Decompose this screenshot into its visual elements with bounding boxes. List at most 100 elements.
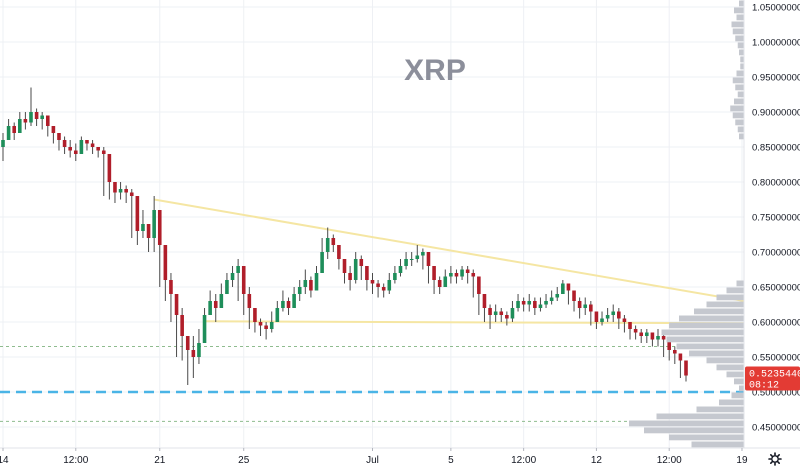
candle-body xyxy=(421,252,425,256)
candle-body xyxy=(6,126,11,140)
candle-body xyxy=(258,322,263,326)
candle-body xyxy=(157,210,162,245)
candle-body xyxy=(174,294,179,315)
candle xyxy=(393,266,397,284)
price-tick-label: 0.60000000 xyxy=(752,318,800,329)
candle-body xyxy=(544,301,548,305)
candle xyxy=(678,353,683,378)
candle xyxy=(594,311,599,329)
volume-profile-bar xyxy=(735,84,744,91)
candlesticks xyxy=(1,87,688,385)
time-tick-label: 25 xyxy=(238,455,250,466)
candle-body xyxy=(376,283,380,287)
candle xyxy=(561,280,565,294)
candle-body xyxy=(393,273,397,280)
price-tick-label: 0.75000000 xyxy=(752,213,800,224)
candle xyxy=(510,301,515,322)
volume-profile-bar xyxy=(739,49,744,56)
candle-body xyxy=(57,133,61,140)
volume-profile-bar xyxy=(737,126,744,133)
volume-profile-bar xyxy=(694,308,744,315)
candle-body xyxy=(381,287,386,291)
candle-body xyxy=(124,189,128,193)
candle xyxy=(146,224,151,252)
volume-profile-bar xyxy=(735,119,744,126)
candle-body xyxy=(62,140,67,147)
time-tick-label: 12:00 xyxy=(63,455,88,466)
candle xyxy=(387,273,392,294)
candle-body xyxy=(639,332,644,336)
time-tick-label: 12:00 xyxy=(511,455,536,466)
candle-body xyxy=(477,276,481,294)
candle-body xyxy=(118,189,123,193)
candle xyxy=(275,301,280,322)
candle-body xyxy=(566,283,571,291)
candle-body xyxy=(213,301,218,308)
candle-body xyxy=(241,266,246,294)
candle-body xyxy=(577,301,582,308)
candle-body xyxy=(600,318,604,322)
candle xyxy=(365,266,369,291)
candle xyxy=(538,297,543,312)
candle-body xyxy=(505,315,509,319)
volume-profile-bar xyxy=(669,322,744,329)
candle-body xyxy=(79,140,84,154)
candle xyxy=(337,245,341,270)
candle xyxy=(292,287,296,308)
candle xyxy=(264,322,268,340)
volume-profile-bar xyxy=(735,35,744,42)
candle-body xyxy=(622,318,627,322)
volume-profile-bar xyxy=(719,399,744,406)
candle xyxy=(499,308,504,322)
candle xyxy=(51,126,56,144)
candle xyxy=(185,336,190,385)
candle-body xyxy=(521,301,526,305)
candle xyxy=(213,294,218,322)
candle-body xyxy=(264,325,268,329)
candle-body xyxy=(465,269,470,273)
candle xyxy=(432,266,436,294)
candle xyxy=(23,112,28,130)
volume-profile-bar xyxy=(706,357,744,364)
trendline xyxy=(153,198,765,306)
candle xyxy=(197,329,201,364)
candle xyxy=(493,304,498,322)
candle xyxy=(12,122,16,140)
candle-body xyxy=(365,266,369,280)
time-tick-label: 21 xyxy=(154,455,166,466)
candle xyxy=(572,290,576,312)
candle xyxy=(303,269,308,294)
candle-body xyxy=(549,297,554,301)
price-tick-label: 0.80000000 xyxy=(752,178,800,189)
candle xyxy=(225,273,229,294)
time-tick-label: 5 xyxy=(448,455,454,466)
candle-body xyxy=(40,115,44,119)
candle xyxy=(79,136,84,154)
candle-body xyxy=(482,294,487,308)
candle xyxy=(157,210,162,287)
candle xyxy=(1,133,5,161)
trendlines xyxy=(153,198,765,325)
candle xyxy=(141,210,145,238)
candle-body xyxy=(633,329,638,333)
horizontal-levels xyxy=(0,346,744,422)
candle-body xyxy=(684,360,688,376)
volume-profile-bar xyxy=(661,329,744,336)
candle-body xyxy=(555,294,560,298)
price-axis[interactable]: 1.05000000 1.00000000 0.95000000 0.90000000… xyxy=(752,3,800,434)
candle-body xyxy=(141,224,145,231)
candle xyxy=(85,140,89,151)
candle xyxy=(29,87,33,126)
volume-profile-bar xyxy=(696,406,744,413)
candle-body xyxy=(314,273,319,291)
candle xyxy=(174,294,179,357)
candle-body xyxy=(135,196,140,231)
volume-profile-bar xyxy=(740,63,744,70)
candle xyxy=(656,329,660,347)
settings-gear-icon[interactable] xyxy=(768,452,782,466)
candle xyxy=(129,189,134,238)
candle xyxy=(639,329,644,343)
volume-profile-bar xyxy=(737,91,744,98)
